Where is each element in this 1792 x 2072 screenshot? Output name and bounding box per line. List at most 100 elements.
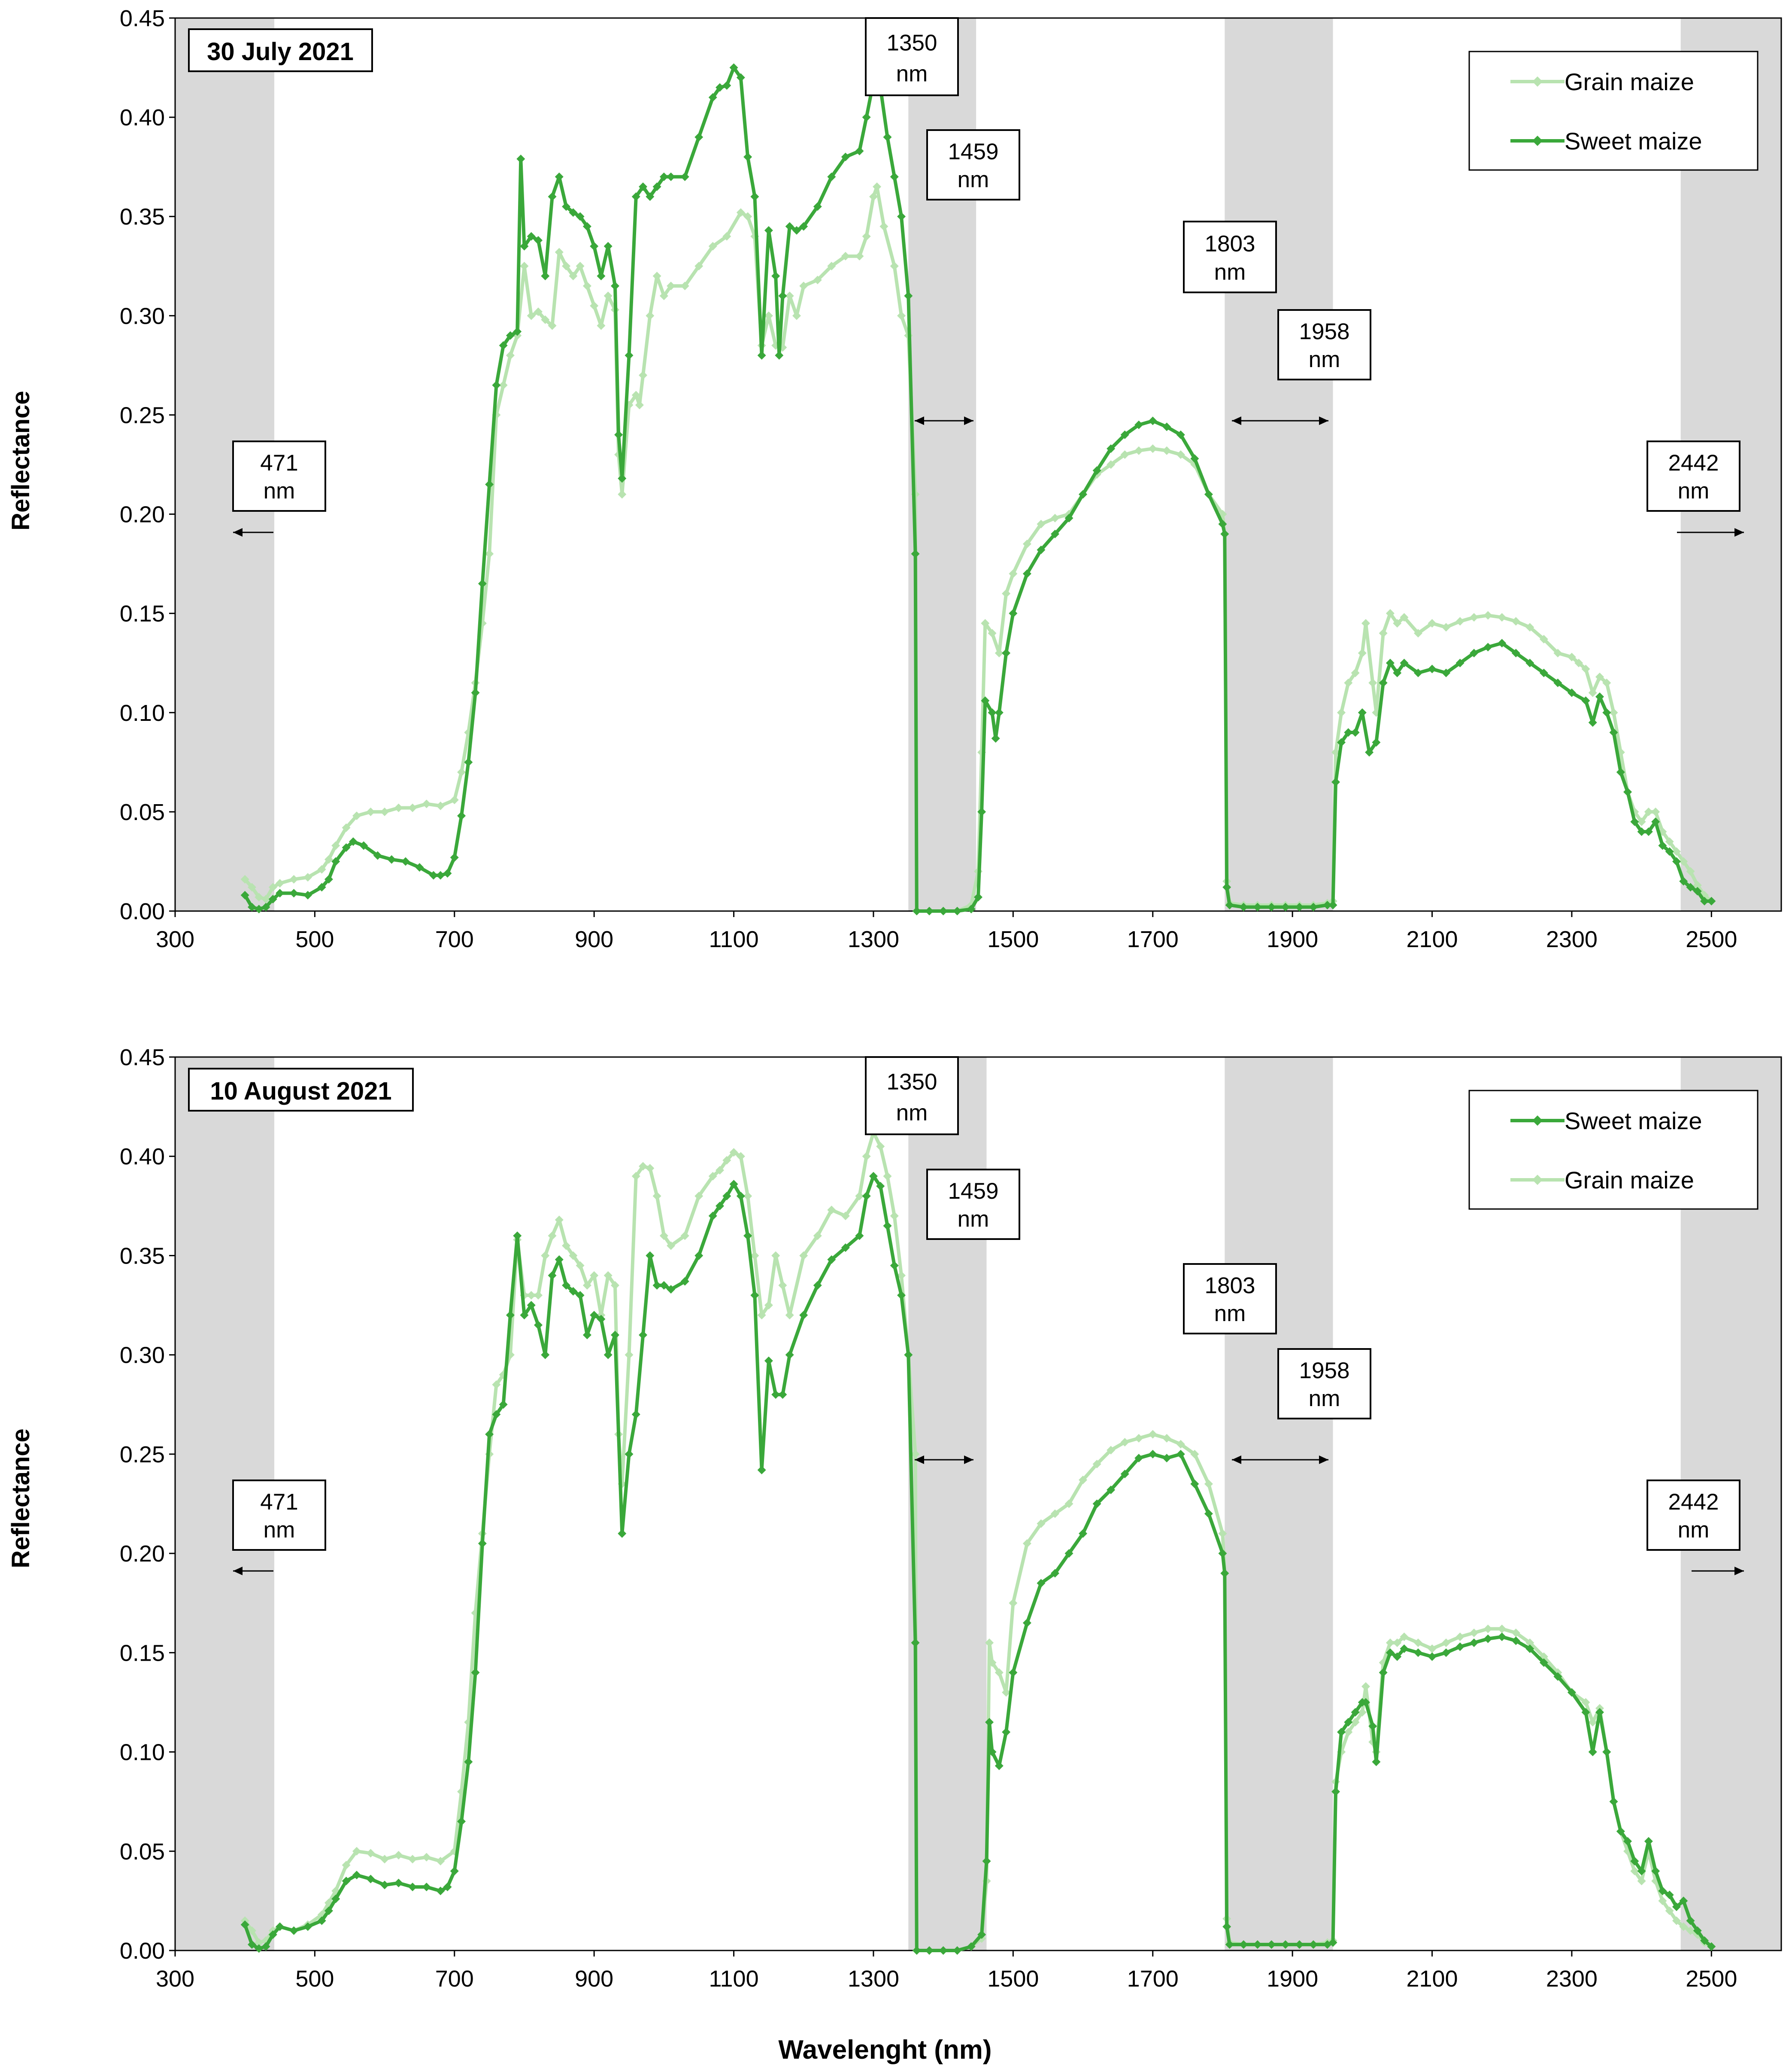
annotation-box (232, 1480, 326, 1551)
y-tick-label: 0.00 (120, 1938, 165, 1964)
annotation-1803: 1803 nm (1183, 221, 1277, 293)
data-point (1637, 1877, 1646, 1886)
data-point (981, 696, 990, 705)
data-point (1002, 589, 1011, 598)
data-point (534, 236, 543, 245)
data-point (1658, 841, 1667, 850)
arrow-head (1734, 1567, 1744, 1575)
data-point (603, 1350, 612, 1359)
data-point (1525, 659, 1534, 668)
data-point (261, 895, 270, 904)
data-point (1700, 896, 1709, 905)
annotation-unit: nm (1214, 259, 1246, 285)
data-point (1616, 768, 1625, 777)
data-point (1644, 1837, 1653, 1846)
data-point (646, 311, 655, 320)
data-point (890, 261, 899, 270)
data-point (342, 1861, 351, 1870)
data-point (1679, 1896, 1688, 1905)
data-point (792, 311, 801, 320)
x-tick-label: 700 (435, 1966, 474, 1992)
data-point (324, 855, 333, 864)
data-point (436, 1887, 445, 1896)
data-point (582, 222, 591, 231)
data-point (1665, 847, 1674, 856)
arrow-head (915, 1455, 924, 1464)
data-point (1693, 887, 1702, 896)
data-point (268, 883, 277, 892)
date-label-box: 10 August 2021 (188, 1068, 414, 1112)
data-point (255, 893, 264, 902)
annotation-box (1277, 1348, 1371, 1419)
data-point (743, 152, 752, 161)
data-point (1511, 1628, 1520, 1638)
data-point (659, 1281, 668, 1290)
data-point (255, 1944, 264, 1953)
data-point (1309, 902, 1318, 911)
data-point (1672, 1902, 1681, 1911)
legend-entry-grain-maize: Grain maize (1510, 68, 1694, 95)
data-point (261, 1942, 270, 1951)
arrow-head (1232, 416, 1241, 425)
data-point (736, 1152, 745, 1161)
data-point (1470, 1628, 1479, 1638)
x-tick-label: 2300 (1546, 927, 1598, 952)
data-point (1553, 1672, 1562, 1681)
x-tick-label: 1900 (1267, 1966, 1318, 1992)
data-point (1222, 883, 1231, 892)
data-point (1337, 738, 1346, 747)
data-point (1002, 1688, 1011, 1697)
data-point (506, 331, 515, 340)
data-point (813, 1231, 822, 1240)
data-point (1553, 649, 1562, 658)
data-point (527, 1301, 536, 1310)
data-point (778, 1390, 787, 1399)
data-point (799, 1251, 808, 1260)
data-point (869, 1172, 878, 1181)
data-point (1393, 1652, 1402, 1661)
data-point (576, 1291, 585, 1300)
data-point (1665, 837, 1674, 846)
data-point (597, 321, 606, 330)
annotation-unit: nm (1214, 1301, 1246, 1326)
data-point (247, 883, 256, 892)
data-point (1176, 450, 1185, 459)
annotation-value: 1350 (887, 30, 937, 56)
data-point (492, 1380, 501, 1389)
data-point (1483, 611, 1492, 620)
data-point (694, 1191, 703, 1200)
data-point (1379, 1668, 1388, 1677)
data-point (1281, 902, 1290, 911)
data-point (995, 708, 1004, 717)
data-point (988, 1658, 997, 1667)
data-point (582, 1281, 591, 1290)
data-point (548, 192, 557, 201)
data-point (555, 1215, 564, 1224)
data-point (1498, 1624, 1507, 1633)
data-point (1344, 678, 1353, 687)
data-point (1686, 1916, 1695, 1925)
axis-frame (174, 17, 1782, 912)
legend-label: Sweet maize (1565, 128, 1702, 155)
data-point (1707, 1942, 1716, 1951)
data-point (799, 222, 808, 231)
data-point (499, 381, 508, 390)
data-point (527, 311, 536, 320)
data-point (1623, 1837, 1632, 1846)
data-point (1616, 1827, 1625, 1836)
data-point (1331, 748, 1340, 757)
data-point (359, 841, 368, 850)
data-point (1539, 668, 1548, 678)
plot-frame (174, 1056, 1782, 1951)
data-point (1483, 1634, 1492, 1643)
data-point (890, 172, 899, 181)
data-point (827, 1255, 836, 1264)
y-tick-label: 0.10 (120, 700, 165, 726)
x-tick-label: 1500 (987, 927, 1039, 952)
data-point (764, 311, 773, 320)
data-point (450, 796, 459, 805)
data-point (764, 226, 773, 235)
shaded-band-2 (1225, 18, 1333, 911)
